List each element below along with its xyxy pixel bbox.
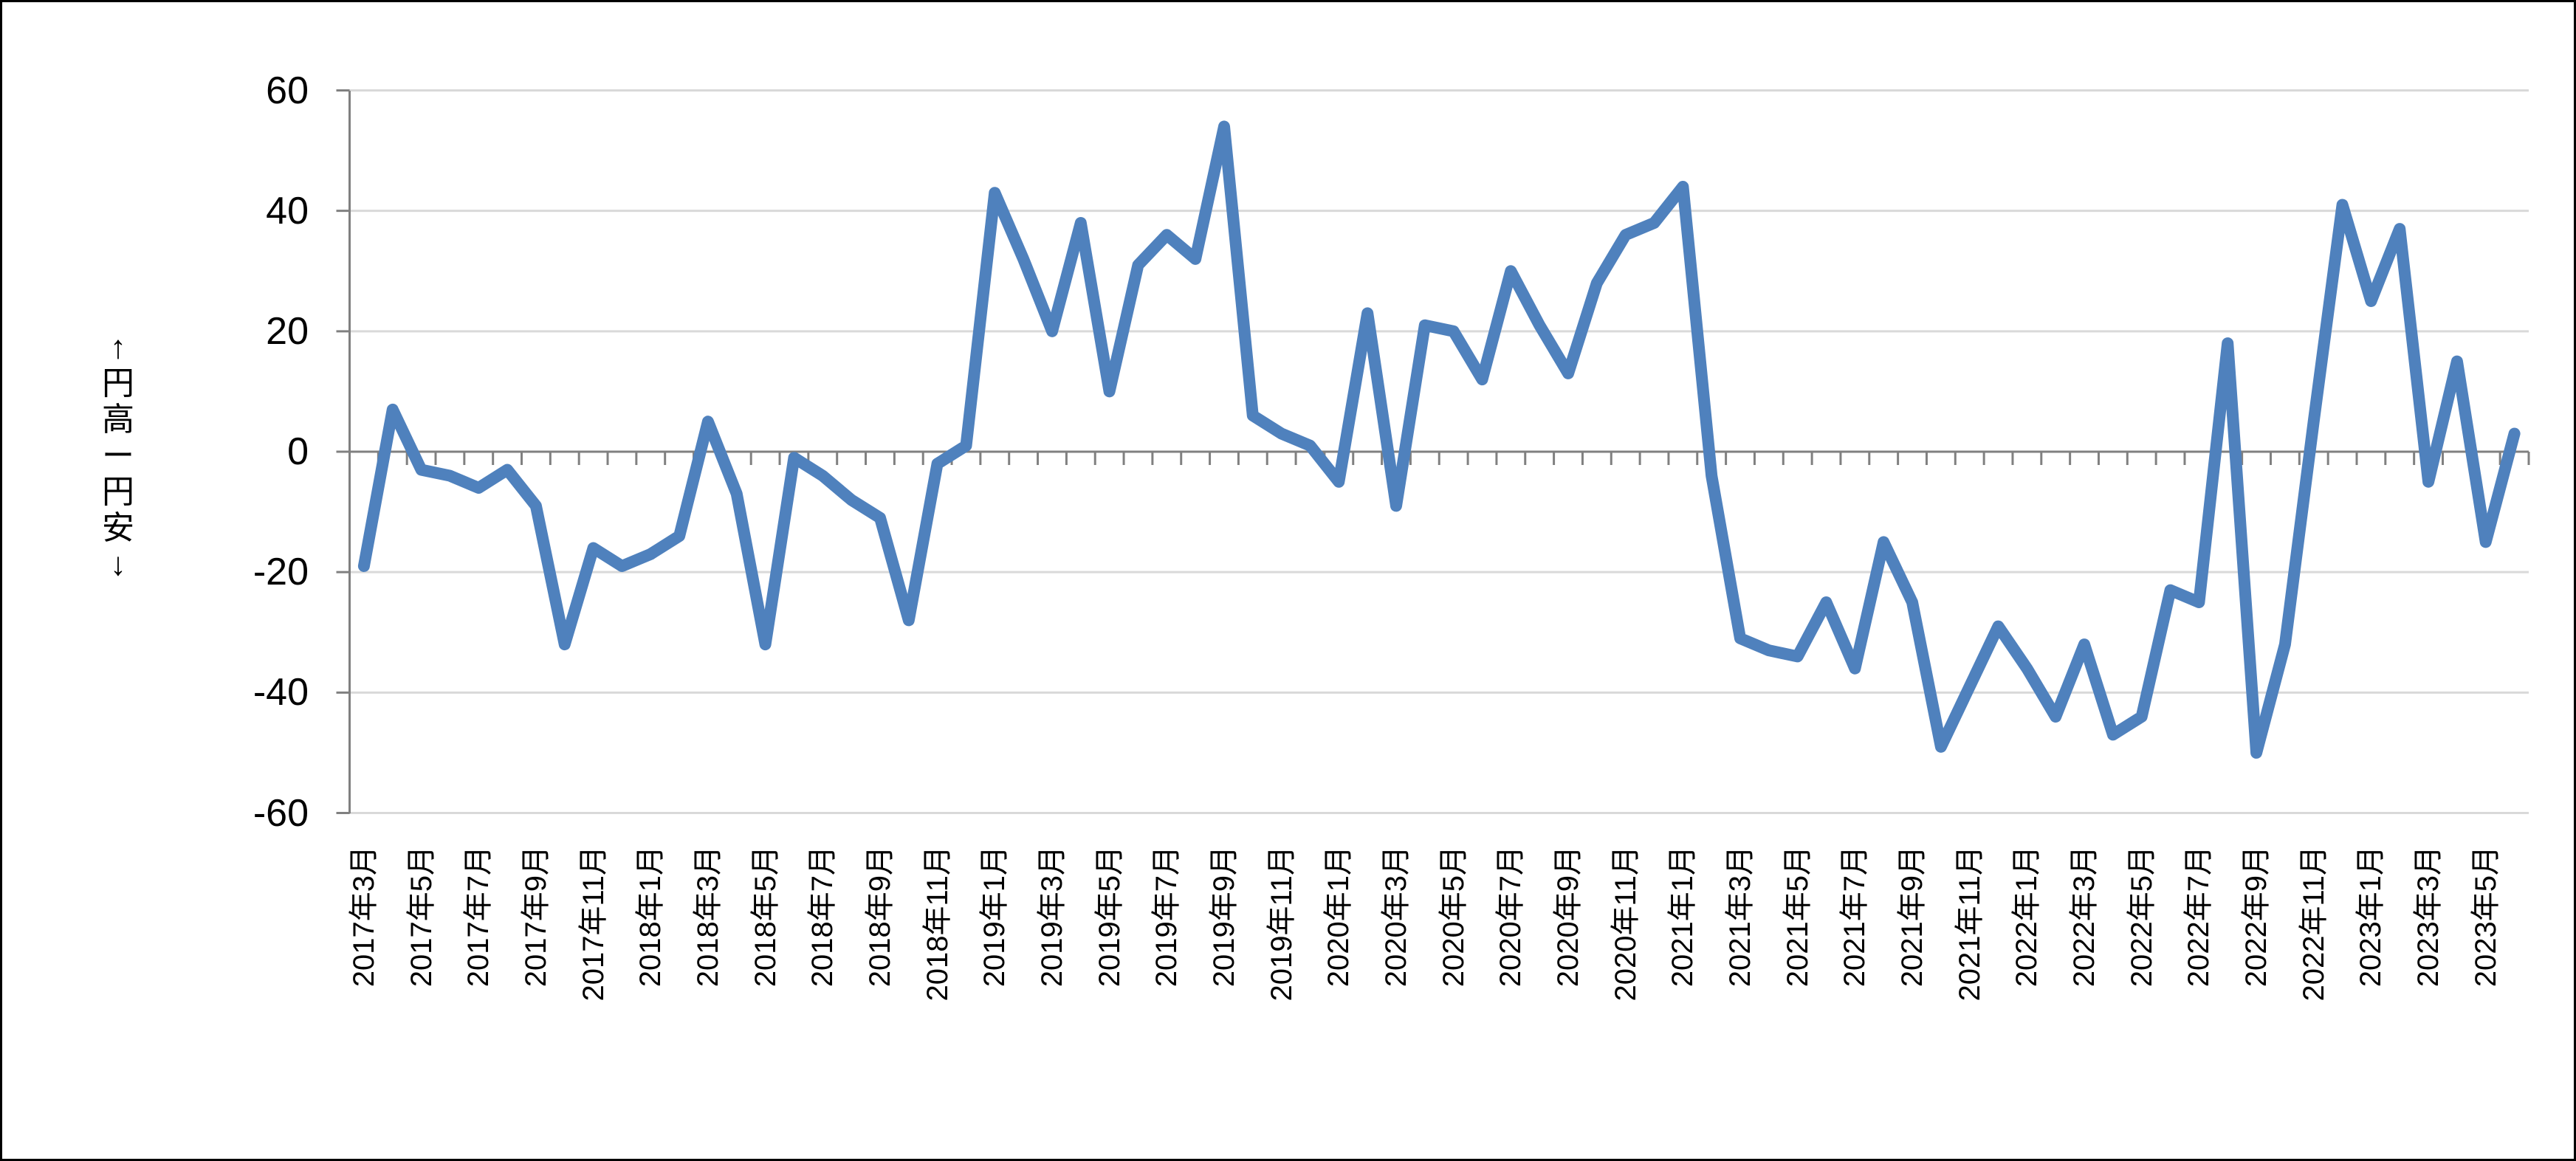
x-tick-label-2017年7月: 2017年7月 — [462, 846, 495, 988]
y-axis-title: ↑ 円高ー円安 ↓ — [99, 329, 137, 582]
x-tick-label-2023年5月: 2023年5月 — [2469, 846, 2502, 988]
y-tick-label-60: 60 — [266, 69, 309, 112]
x-tick-label-2019年5月: 2019年5月 — [1093, 846, 1126, 988]
y-tick-label--20: -20 — [253, 551, 309, 594]
x-tick-label-2018年5月: 2018年5月 — [749, 846, 782, 988]
x-tick-label-2017年3月: 2017年3月 — [347, 846, 380, 988]
x-tick-label-2019年7月: 2019年7月 — [1150, 846, 1184, 988]
y-axis-title-char: ー — [102, 438, 134, 474]
x-tick-label-2019年9月: 2019年9月 — [1207, 846, 1240, 988]
x-tick-label-2023年3月: 2023年3月 — [2412, 846, 2445, 988]
x-tick-label-2020年3月: 2020年3月 — [1379, 846, 1412, 988]
x-tick-label-2018年3月: 2018年3月 — [691, 846, 724, 988]
x-tick-label-2018年9月: 2018年9月 — [863, 846, 896, 988]
x-tick-label-2020年11月: 2020年11月 — [1609, 846, 1642, 1002]
x-tick-label-2019年11月: 2019年11月 — [1265, 846, 1298, 1002]
x-tick-label-2021年1月: 2021年1月 — [1666, 846, 1700, 988]
y-axis-title-char: 円 — [102, 474, 134, 510]
x-tick-label-2020年9月: 2020年9月 — [1552, 846, 1584, 988]
x-tick-label-2019年1月: 2019年1月 — [978, 846, 1011, 988]
y-tick-label-40: 40 — [266, 189, 309, 232]
x-tick-label-2020年5月: 2020年5月 — [1437, 846, 1470, 988]
x-tick-label-2022年5月: 2022年5月 — [2125, 846, 2158, 988]
x-tick-label-2020年1月: 2020年1月 — [1322, 846, 1356, 988]
y-axis-title-char: 高 — [102, 402, 134, 438]
x-tick-label-2018年1月: 2018年1月 — [634, 846, 667, 988]
x-tick-label-2022年1月: 2022年1月 — [2010, 846, 2044, 988]
data-series-line — [357, 120, 2521, 759]
x-tick-label-2021年3月: 2021年3月 — [1724, 846, 1757, 988]
x-tick-label-2022年3月: 2022年3月 — [2068, 846, 2101, 988]
y-tick-label--60: -60 — [253, 791, 309, 835]
x-tick-label-2021年5月: 2021年5月 — [1781, 846, 1814, 988]
y-tick-label-0: 0 — [287, 430, 309, 473]
x-tick-label-2023年1月: 2023年1月 — [2355, 846, 2388, 988]
x-tick-label-2021年9月: 2021年9月 — [1896, 846, 1929, 988]
x-tick-label-2020年7月: 2020年7月 — [1494, 846, 1528, 988]
y-tick-label--40: -40 — [253, 671, 309, 714]
x-tick-label-2022年11月: 2022年11月 — [2297, 846, 2330, 1002]
x-tick-label-2018年7月: 2018年7月 — [806, 846, 839, 988]
x-tick-label-2022年7月: 2022年7月 — [2182, 846, 2216, 988]
y-axis-title-char: ↓ — [110, 546, 126, 582]
x-tick-label-2019年3月: 2019年3月 — [1035, 846, 1068, 988]
y-axis-title-char: 円 — [102, 365, 134, 402]
y-tick-label-20: 20 — [266, 309, 309, 353]
x-tick-label-2017年9月: 2017年9月 — [519, 846, 552, 988]
x-tick-label-2021年11月: 2021年11月 — [1953, 846, 1986, 1002]
x-tick-label-2018年11月: 2018年11月 — [921, 846, 954, 1002]
x-tick-label-2022年9月: 2022年9月 — [2240, 846, 2273, 988]
y-axis-title-char: ↑ — [110, 329, 126, 365]
x-tick-label-2017年11月: 2017年11月 — [577, 846, 610, 1002]
y-axis-title-char: 安 — [102, 510, 134, 546]
x-tick-label-2017年5月: 2017年5月 — [405, 846, 438, 988]
x-tick-label-2021年7月: 2021年7月 — [1838, 846, 1872, 988]
